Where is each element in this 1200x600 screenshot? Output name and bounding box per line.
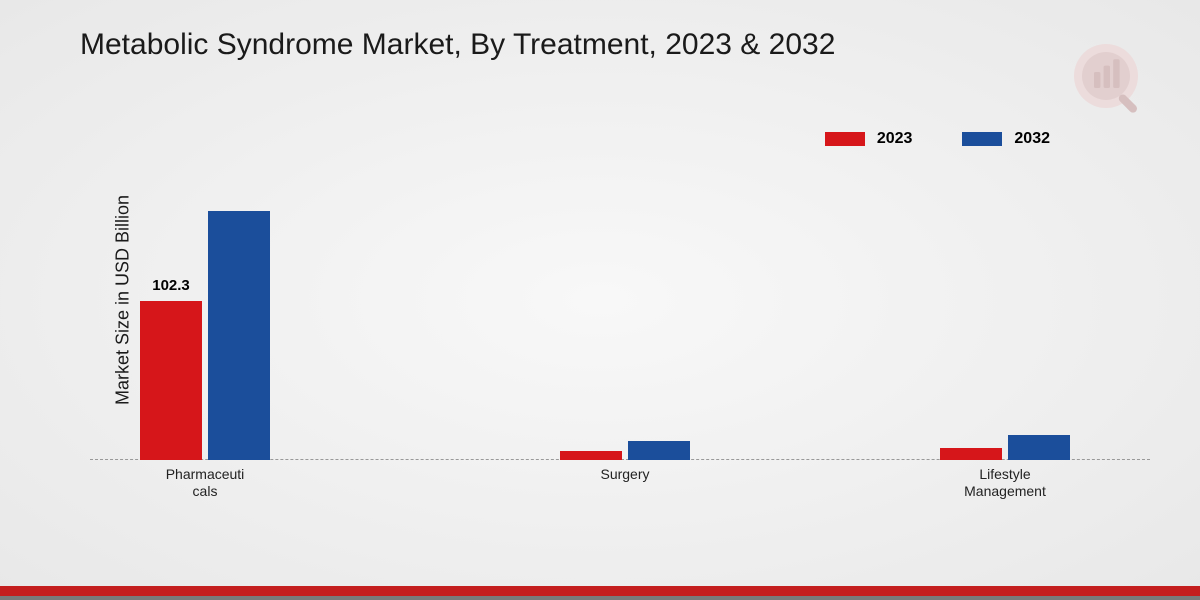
footer-gray-bar: [0, 596, 1200, 600]
footer-red-bar: [0, 586, 1200, 596]
legend-label-2032: 2032: [1014, 130, 1050, 148]
chart-title: Metabolic Syndrome Market, By Treatment,…: [80, 28, 835, 62]
category-label-pharmaceuticals: Pharmaceuticals: [145, 466, 265, 500]
bar-2032-surgery: [628, 441, 690, 460]
brand-logo-icon: [1070, 40, 1150, 120]
bar-2023-pharmaceuticals: 102.3: [140, 301, 202, 460]
legend: 2023 2032: [825, 130, 1050, 148]
bar-group-lifestyle: LifestyleManagement: [940, 435, 1070, 460]
chart-area: 102.3 Pharmaceuticals Surgery LifestyleM…: [90, 180, 1150, 460]
bar-2032-pharmaceuticals: [208, 211, 270, 460]
legend-label-2023: 2023: [877, 130, 913, 148]
bar-group-pharmaceuticals: 102.3 Pharmaceuticals: [140, 211, 270, 460]
legend-item-2032: 2032: [962, 130, 1050, 148]
bar-group-surgery: Surgery: [560, 441, 690, 460]
bar-2023-surgery: [560, 451, 622, 460]
legend-swatch-2032: [962, 132, 1002, 146]
bar-2032-lifestyle: [1008, 435, 1070, 460]
bar-2023-lifestyle: [940, 448, 1002, 460]
legend-item-2023: 2023: [825, 130, 913, 148]
category-label-lifestyle: LifestyleManagement: [945, 466, 1065, 500]
category-label-surgery: Surgery: [565, 466, 685, 483]
bar-value-label: 102.3: [152, 277, 190, 294]
legend-swatch-2023: [825, 132, 865, 146]
